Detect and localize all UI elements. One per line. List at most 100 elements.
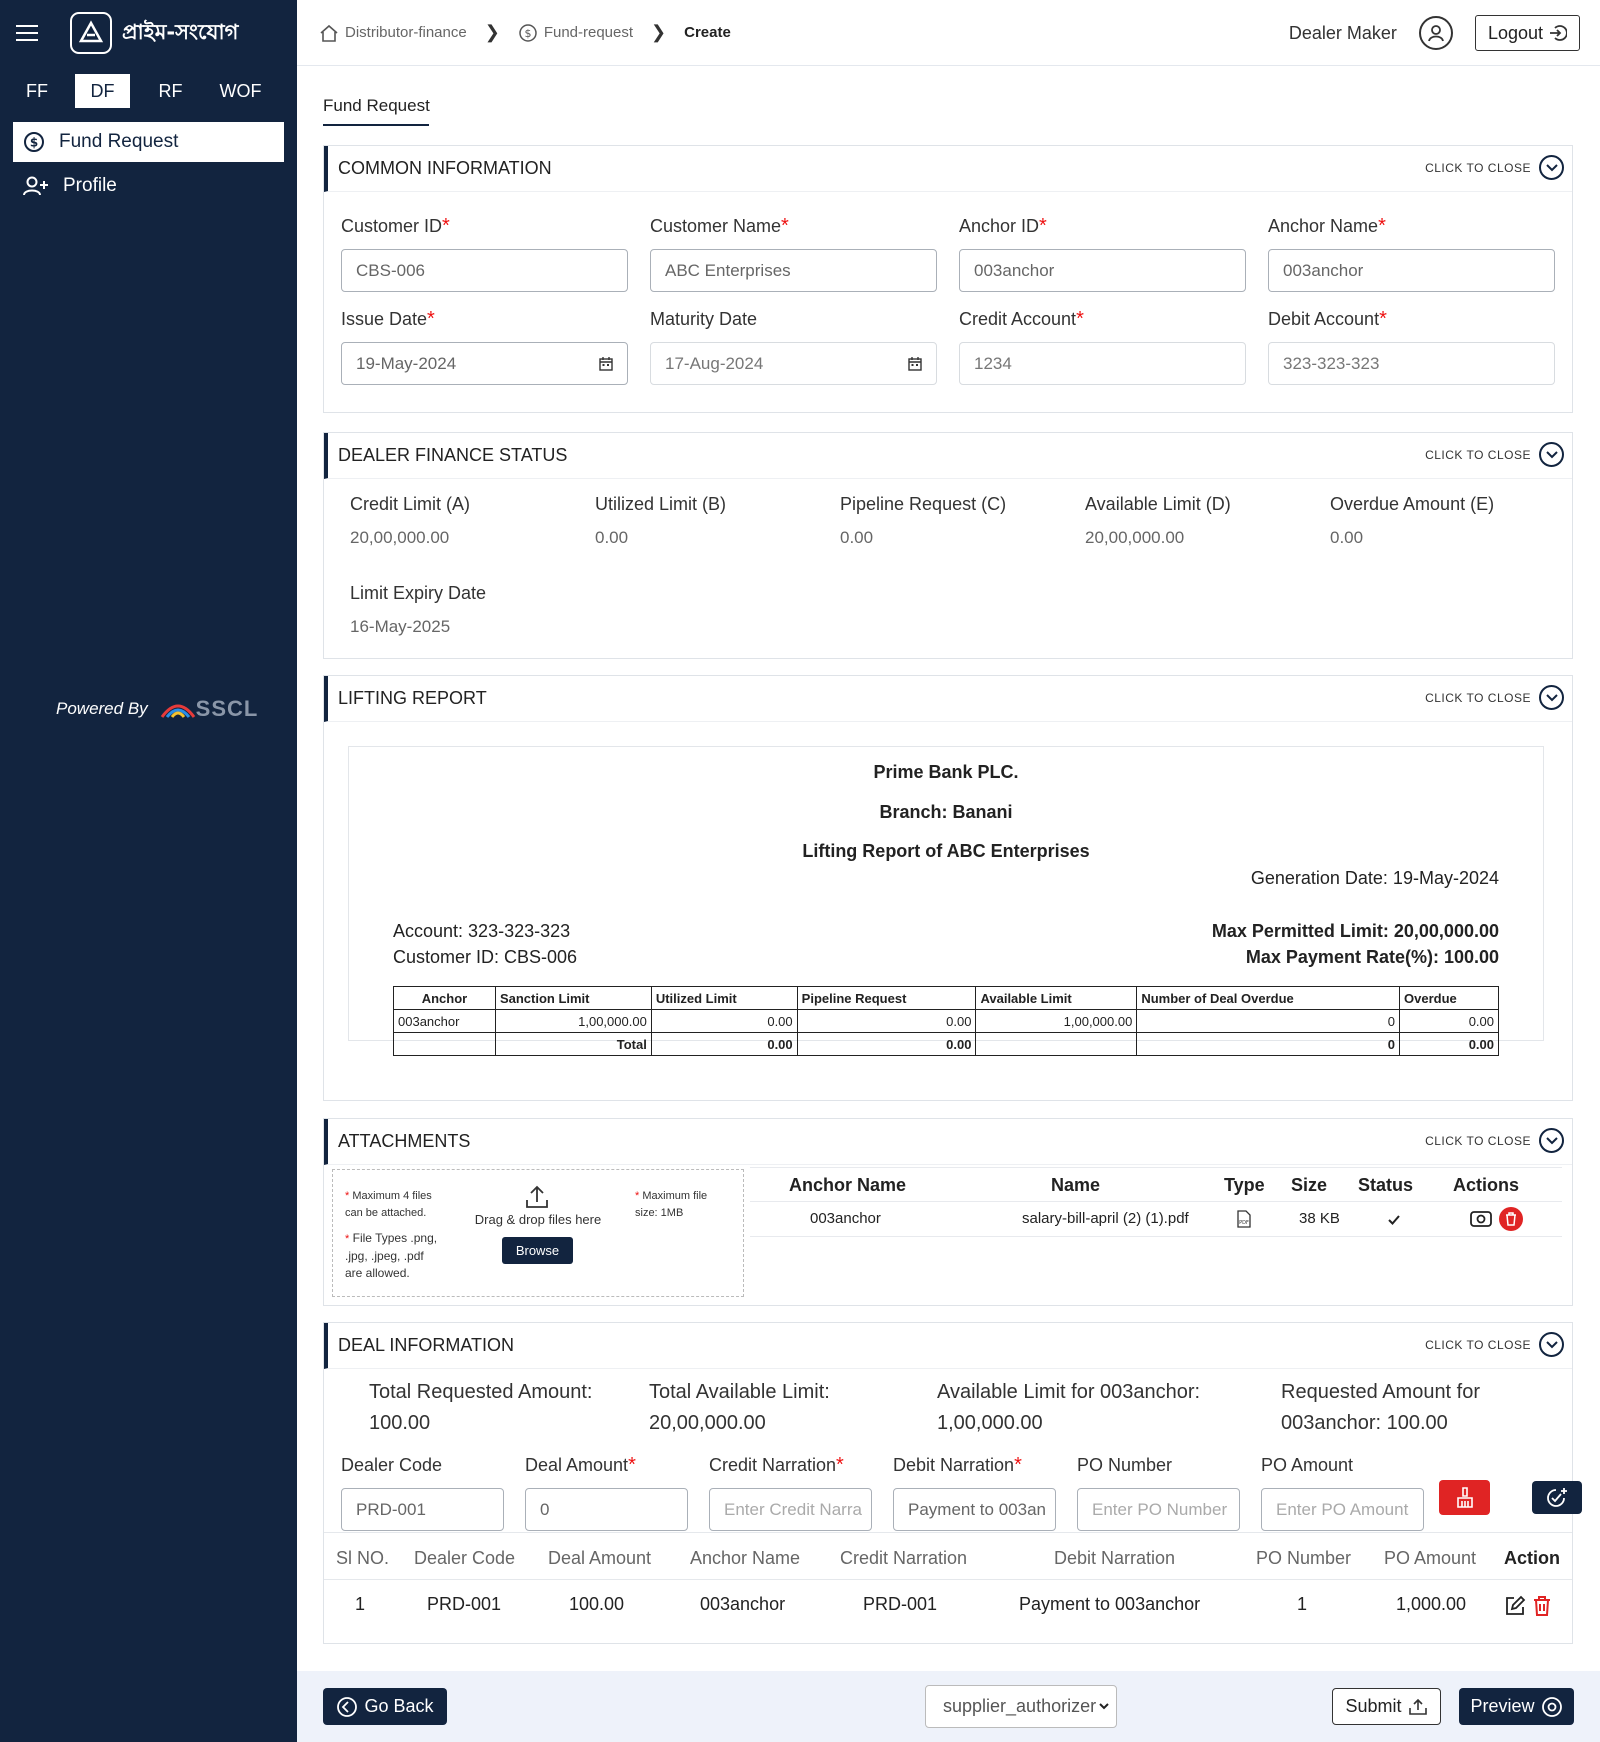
- attachment-size: 38 KB: [1299, 1210, 1340, 1227]
- note-text: Maximum file size: 1MB: [635, 1190, 708, 1219]
- column-header: Deal Amount: [548, 1548, 652, 1568]
- collapse-toggle[interactable]: CLICK TO CLOSE: [1425, 155, 1564, 180]
- table-cell: 1,000.00: [1396, 1594, 1467, 1614]
- collapse-toggle[interactable]: CLICK TO CLOSE: [1425, 685, 1564, 710]
- edit-icon[interactable]: [1504, 1595, 1526, 1617]
- section-title: DEAL INFORMATION: [338, 1335, 515, 1355]
- column-header: Dealer Code: [414, 1548, 516, 1568]
- sidebar-item-label: Fund Request: [59, 131, 179, 152]
- pdf-icon: PDF: [1237, 1210, 1251, 1228]
- preview-label: Preview: [1470, 1696, 1535, 1716]
- add-deal-button[interactable]: [1532, 1481, 1582, 1514]
- tab-rf[interactable]: RF: [158, 80, 183, 101]
- lifting-report-section: LIFTING REPORT CLICK TO CLOSE Prime Bank…: [323, 675, 1573, 1101]
- table-cell: 0.00: [650, 1009, 798, 1033]
- tab-df[interactable]: DF: [75, 74, 130, 108]
- close-label: CLICK TO CLOSE: [1425, 447, 1531, 462]
- table-cell: 0.00: [1399, 1009, 1499, 1033]
- debit-account-field: Debit Account* 323-323-323: [1268, 308, 1555, 385]
- tab-fund-request[interactable]: Fund Request: [323, 96, 430, 126]
- tab-wof[interactable]: WOF: [219, 80, 262, 101]
- submit-button[interactable]: Submit: [1332, 1688, 1441, 1725]
- report-max-limit: Max Permitted Limit: 20,00,000.00: [1211, 921, 1499, 941]
- collapse-toggle[interactable]: CLICK TO CLOSE: [1425, 1332, 1564, 1357]
- required-marker: *: [1378, 215, 1386, 237]
- deal-summary-item: Available Limit for 003anchor: 1,00,000.0…: [937, 1377, 1200, 1439]
- drag-drop-label: Drag & drop files here: [474, 1212, 602, 1227]
- required-marker: *: [836, 1454, 844, 1476]
- customer-id-input[interactable]: CBS-006: [341, 249, 628, 292]
- po-amount-field: PO Amount Enter PO Amount: [1261, 1454, 1424, 1531]
- app-logo-icon: [70, 12, 112, 54]
- table-cell: 0.00: [1399, 1032, 1499, 1056]
- table-cell: 0.00: [796, 1032, 977, 1056]
- section-title: DEALER FINANCE STATUS: [338, 445, 568, 465]
- upload-note: * Maximum 4 files can be attached.: [345, 1190, 432, 1219]
- column-header: Utilized Limit: [650, 986, 798, 1010]
- preview-button[interactable]: Preview: [1459, 1688, 1574, 1725]
- column-header: Available Limit: [975, 986, 1138, 1010]
- avatar-icon[interactable]: [1418, 16, 1453, 50]
- deal-summary-item: Total Available Limit: 20,00,000.00: [649, 1377, 830, 1439]
- close-label: CLICK TO CLOSE: [1425, 1337, 1531, 1352]
- dollar-circle-icon: $: [519, 23, 537, 42]
- breadcrumb-fund-request[interactable]: $ Fund-request: [518, 23, 633, 43]
- credit-account-input: 1234: [959, 342, 1246, 385]
- required-marker: *: [628, 1454, 636, 1476]
- main-content: Distributor-finance ❯ $ Fund-request ❯ C…: [297, 0, 1600, 1742]
- credit-narration-input[interactable]: Enter Credit Narra: [709, 1488, 872, 1531]
- browse-button[interactable]: Browse: [502, 1237, 573, 1264]
- dealer-code-input[interactable]: PRD-001: [341, 1488, 504, 1531]
- field-label: Anchor ID: [959, 216, 1040, 236]
- table-cell: Payment to 003anchor: [1019, 1594, 1201, 1614]
- summary-value: 1,00,000.00: [937, 1412, 1043, 1434]
- attachments-section: ATTACHMENTS CLICK TO CLOSE * Maximum 4 f…: [323, 1118, 1573, 1306]
- collapse-toggle[interactable]: CLICK TO CLOSE: [1425, 442, 1564, 467]
- calendar-icon[interactable]: [599, 357, 613, 371]
- note-text: File Types .png, .jpg, .jpeg, .pdf are a…: [345, 1231, 438, 1280]
- po-amount-input[interactable]: Enter PO Amount: [1261, 1488, 1424, 1531]
- anchor-id-input[interactable]: 003anchor: [959, 249, 1246, 292]
- input-value: 17-Aug-2024: [665, 353, 764, 373]
- collapse-toggle[interactable]: CLICK TO CLOSE: [1425, 1128, 1564, 1153]
- customer-name-input[interactable]: ABC Enterprises: [650, 249, 937, 292]
- delete-icon[interactable]: [1499, 1207, 1523, 1231]
- common-information-section: COMMON INFORMATION CLICK TO CLOSE Custom…: [323, 145, 1573, 413]
- logout-button[interactable]: Logout: [1474, 15, 1580, 51]
- field-label: Anchor Name: [1268, 216, 1379, 236]
- po-number-field: PO Number Enter PO Number: [1077, 1454, 1240, 1531]
- home-icon: [320, 24, 338, 42]
- column-header: Credit Narration: [840, 1548, 968, 1568]
- sidebar-item-profile[interactable]: Profile: [13, 166, 284, 206]
- lifting-report: Prime Bank PLC. Branch: Banani Lifting R…: [348, 746, 1544, 1056]
- breadcrumb-label: Fund-request: [543, 24, 634, 41]
- sidebar-item-fund-request[interactable]: $ Fund Request: [13, 122, 284, 162]
- view-icon[interactable]: [1470, 1209, 1492, 1229]
- deal-amount-input[interactable]: 0: [525, 1488, 688, 1531]
- status-value: 0.00: [840, 528, 874, 547]
- anchor-name-input[interactable]: 003anchor: [1268, 249, 1555, 292]
- go-back-button[interactable]: Go Back: [323, 1688, 447, 1725]
- trash-icon[interactable]: [1532, 1595, 1552, 1617]
- issue-date-input[interactable]: 19-May-2024: [341, 342, 628, 385]
- dollar-circle-icon: $: [24, 132, 44, 152]
- tab-ff[interactable]: FF: [26, 80, 48, 101]
- status-value: 20,00,000.00: [1085, 528, 1185, 547]
- clear-button[interactable]: [1439, 1480, 1490, 1515]
- file-drop-zone[interactable]: * Maximum 4 files can be attached. * Fil…: [332, 1169, 744, 1297]
- summary-value: 20,00,000.00: [649, 1412, 766, 1434]
- report-title: Lifting Report of ABC Enterprises: [802, 841, 1090, 861]
- required-marker: *: [1014, 1454, 1022, 1476]
- po-number-input[interactable]: Enter PO Number: [1077, 1488, 1240, 1531]
- authorizer-select[interactable]: supplier_authorizer: [925, 1685, 1117, 1728]
- maturity-date-input: 17-Aug-2024: [650, 342, 937, 385]
- breadcrumb-distributor-finance[interactable]: Distributor-finance: [319, 23, 467, 43]
- breadcrumb-label: Distributor-finance: [345, 24, 467, 41]
- debit-narration-input[interactable]: Payment to 003an: [893, 1488, 1056, 1531]
- chevron-down-icon: [1539, 1332, 1564, 1357]
- field-label: Issue Date: [341, 309, 428, 329]
- table-cell: PRD-001: [427, 1594, 502, 1614]
- hamburger-menu-icon[interactable]: [16, 25, 38, 41]
- table-cell: 0.00: [650, 1032, 798, 1056]
- product-tabs: FF DF RF WOF: [0, 74, 297, 108]
